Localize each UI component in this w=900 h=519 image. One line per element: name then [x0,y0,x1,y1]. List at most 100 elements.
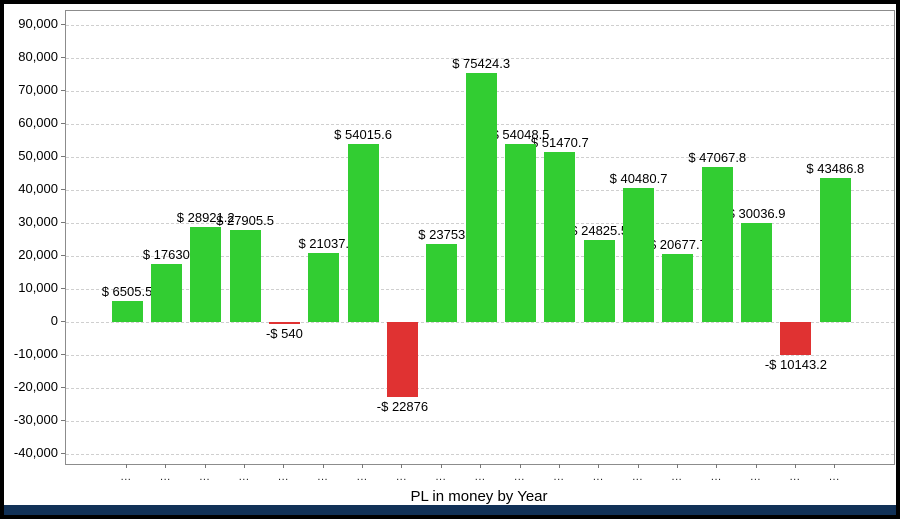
bar [583,240,615,322]
y-axis-tick-mark [61,321,65,322]
bar-value-label: -$ 540 [265,325,303,341]
bar-value-label: $ 20677.7 [648,236,707,252]
gridline [66,388,894,389]
bar-value-label: $ 28921.2 [176,209,235,225]
x-axis-tick-mark [598,464,600,468]
x-axis-tick-label: ... [238,471,250,483]
x-axis-tick-label: ... [474,471,486,483]
bar-value-label: $ 51470.7 [530,135,589,151]
bar [505,143,536,322]
x-axis-tick-label: ... [632,471,643,483]
gridline [66,58,894,59]
x-axis-tick-label: ... [317,471,329,483]
y-axis-tick-mark [61,90,65,91]
bar-value-label: $ 17630 [142,246,190,262]
x-axis-tick-mark [362,464,364,468]
bar [662,253,694,322]
bar [701,166,733,322]
gridline [66,355,894,356]
bar-value-label: $ 6505.5 [101,283,153,299]
y-axis-tick-label: 0 [50,313,58,328]
y-axis-tick-label: 30,000 [18,214,58,229]
y-axis-tick-mark [61,420,65,421]
bar [386,322,418,398]
x-axis-tick-label: ... [553,471,565,483]
x-axis-tick-mark [401,464,403,468]
y-axis-tick-label: -10,000 [13,346,58,361]
x-axis-tick-mark [440,464,442,468]
y-axis-tick-mark [61,255,65,256]
y-axis-tick-mark [61,354,65,355]
y-axis-tick-mark [61,453,65,454]
y-axis-tick-label: 70,000 [18,82,58,97]
y-axis-tick-label: -30,000 [13,412,58,427]
bar-value-label: $ 47067.8 [688,149,747,165]
y-axis-tick-mark [61,189,65,190]
x-axis-tick-mark [794,464,796,468]
bar [465,73,497,322]
x-axis-tick-mark [480,464,482,468]
gridline [66,421,894,422]
bar [150,263,182,322]
x-axis-tick-mark [244,464,246,468]
bar [268,322,300,324]
bar [229,229,261,322]
x-axis-tick-label: ... [278,471,289,483]
x-axis-tick-label: ... [671,471,683,483]
x-axis-tick-mark [519,464,521,468]
bar [819,178,851,322]
y-axis-tick-label: 10,000 [18,280,58,295]
x-axis-tick-mark [716,464,718,468]
x-axis-tick-label: ... [160,471,171,483]
y-axis-tick-label: -40,000 [13,445,58,460]
bar-value-label: $ 54015.6 [334,126,393,142]
x-axis-tick-label: ... [356,471,368,483]
y-axis-tick-label: 80,000 [18,49,58,64]
bar-value-label: -$ 22876 [376,399,429,415]
bar-value-label: $ 54048.5 [491,126,550,142]
x-axis-tick-mark [558,464,560,468]
y-axis-tick-mark [61,222,65,223]
x-axis-tick-mark [322,464,324,468]
plot-area: $ 6505.5 $ 17630 $ 28921.2 $ 27905.5 -$ 540 $… [65,10,895,465]
x-axis-tick-label: ... [120,471,132,483]
y-axis-tick-label: 20,000 [18,247,58,262]
bar [308,252,340,322]
bar-value-label: $ 75424.3 [452,56,511,72]
y-axis-tick-label: 40,000 [18,181,58,196]
bar [426,243,458,322]
x-axis-tick-mark [283,464,285,468]
bar-value-label: $ 24825.5 [570,223,629,239]
bar-value-label: $ 43486.8 [806,161,865,177]
x-axis-tick-mark [126,464,127,468]
y-axis-tick-mark [61,288,65,289]
gridline [66,25,894,26]
y-axis-tick-label: -20,000 [13,379,58,394]
x-axis-tick-label: ... [514,471,525,483]
x-axis-tick-label: ... [828,471,840,483]
y-axis-tick-mark [61,24,65,25]
x-axis-tick-label: ... [435,471,447,483]
bar [190,226,222,322]
bar-value-label: $ 21037. [298,235,350,251]
bottom-panel [4,505,896,515]
x-axis-tick-label: ... [199,471,211,483]
x-axis-tick-mark [204,464,206,468]
x-axis-tick-mark [834,464,836,468]
x-axis-title: PL in money by Year [410,488,548,505]
bar-value-label: $ 30036.9 [727,205,786,221]
x-axis-tick-mark [165,464,167,468]
x-axis-tick-label: ... [396,471,407,483]
bar [347,143,379,322]
gridline [66,454,894,455]
y-axis-tick-mark [61,156,65,157]
y-axis-tick-label: 60,000 [18,115,58,130]
x-axis-tick-label: ... [592,471,604,483]
x-axis-tick-label: ... [750,471,761,483]
x-axis-tick-label: ... [710,471,722,483]
bar-value-label: $ 27905.5 [216,212,274,228]
y-axis-tick-mark [61,387,65,388]
x-axis-tick-mark [676,464,678,468]
bar [780,322,812,356]
